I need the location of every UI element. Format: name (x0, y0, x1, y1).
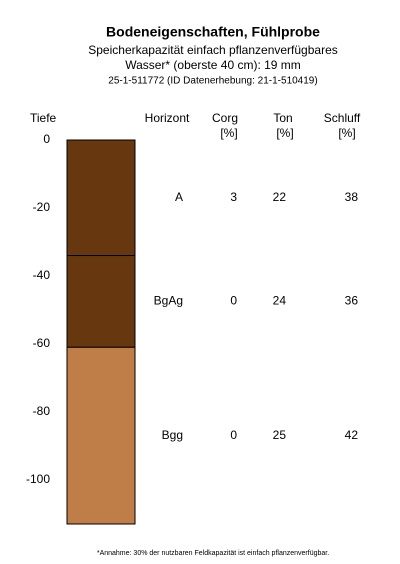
subtitle: Speicherkapazität einfach pflanzenverfüg… (88, 43, 338, 57)
y-tick-label: -40 (33, 268, 51, 282)
ton-value: 24 (273, 294, 287, 308)
corg-value: 0 (230, 428, 237, 442)
y-tick-label: -60 (33, 336, 51, 350)
horizont-label: Bgg (162, 428, 183, 442)
schluff-value: 36 (345, 294, 359, 308)
soil-layer (66, 346, 136, 525)
chart-title: Bodeneigenschaften, Fühlprobe (106, 24, 320, 40)
schluff-value: 42 (345, 428, 359, 442)
ton-value: 22 (273, 190, 287, 204)
column-header: Ton (273, 111, 292, 125)
y-tick-label: -100 (26, 472, 50, 486)
subtitle: Wasser* (oberste 40 cm): 19 mm (125, 58, 301, 72)
subtitle: 25-1-511772 (ID Datenerhebung: 21-1-5104… (108, 76, 317, 87)
y-axis-label: Tiefe (30, 111, 57, 125)
column-header: Horizont (145, 111, 190, 125)
y-tick-label: -80 (33, 404, 51, 418)
horizont-label: BgAg (154, 294, 183, 308)
schluff-value: 38 (345, 190, 359, 204)
column-unit: [%] (338, 126, 355, 140)
ton-value: 25 (273, 428, 287, 442)
column-unit: [%] (276, 126, 293, 140)
corg-value: 0 (230, 294, 237, 308)
y-tick-label: 0 (43, 132, 50, 146)
column-header: Schluff (324, 111, 361, 125)
horizont-label: A (175, 190, 183, 204)
soil-layer (66, 139, 136, 257)
soil-layer (66, 255, 136, 348)
y-tick-label: -20 (33, 200, 51, 214)
column-unit: [%] (220, 126, 237, 140)
footnote: *Annahme: 30% der nutzbaren Feldkapazitä… (97, 550, 329, 557)
corg-value: 3 (230, 190, 237, 204)
column-header: Corg (212, 111, 238, 125)
